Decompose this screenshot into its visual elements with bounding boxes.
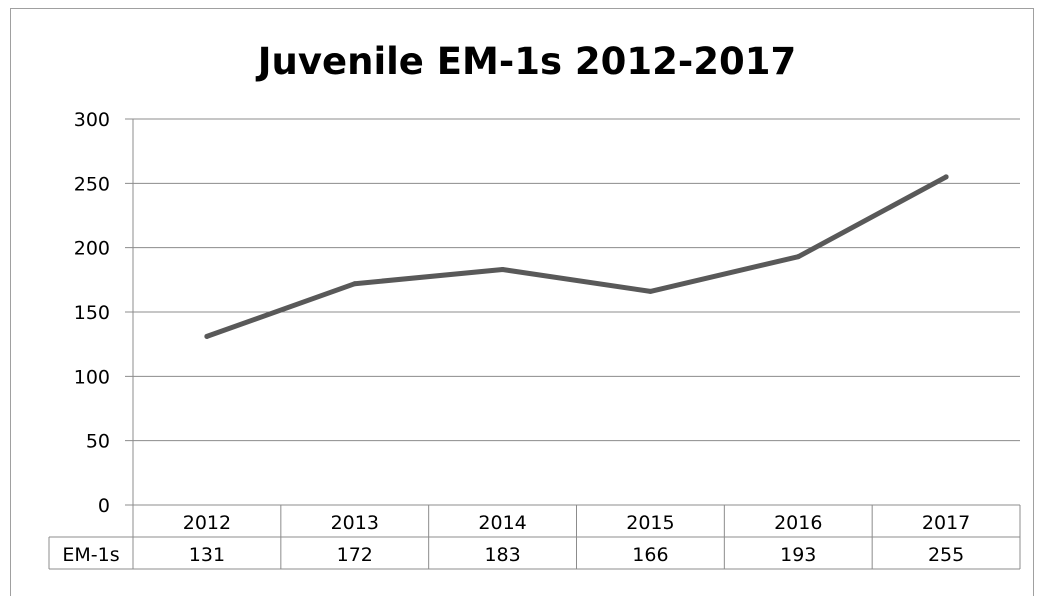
y-tick-label-100: 100	[74, 366, 110, 388]
x-tick-label-2017: 2017	[922, 512, 970, 534]
data-point-2013	[352, 281, 358, 287]
x-tick-label-2013: 2013	[331, 512, 379, 534]
x-tick-label-2016: 2016	[774, 512, 822, 534]
y-axis-ticks: 0 50 100 150 200 250 300	[74, 109, 110, 517]
chart-title: Juvenile EM-1s 2012-2017	[255, 40, 796, 83]
data-table: 2012 2013 2014 2015 2016 2017 EM-1s 131 172 183 16…	[48, 504, 1021, 570]
data-table-value-2012: 131	[189, 544, 225, 566]
data-point-2014	[500, 267, 506, 273]
data-table-value-2016: 193	[780, 544, 816, 566]
series-line-EM-1s	[204, 174, 949, 339]
gridlines	[125, 118, 1020, 506]
x-tick-label-2014: 2014	[478, 512, 526, 534]
data-point-2015	[647, 288, 653, 294]
data-table-value-2017: 255	[928, 544, 964, 566]
x-tick-label-2012: 2012	[183, 512, 231, 534]
y-tick-label-0: 0	[98, 495, 110, 517]
y-tick-label-250: 250	[74, 173, 110, 195]
data-table-value-2015: 166	[632, 544, 668, 566]
data-table-value-2013: 172	[337, 544, 373, 566]
series-layer	[204, 174, 949, 339]
data-table-value-2014: 183	[484, 544, 520, 566]
y-tick-label-200: 200	[74, 238, 110, 260]
x-tick-label-2015: 2015	[626, 512, 674, 534]
data-point-2016	[795, 254, 801, 260]
y-tick-label-150: 150	[74, 302, 110, 324]
data-point-2017	[943, 174, 949, 180]
series-name-label: EM-1s	[62, 544, 119, 566]
y-tick-label-300: 300	[74, 109, 110, 131]
y-tick-label-50: 50	[86, 431, 110, 453]
data-point-2012	[204, 333, 210, 339]
chart-frame	[10, 8, 1034, 596]
